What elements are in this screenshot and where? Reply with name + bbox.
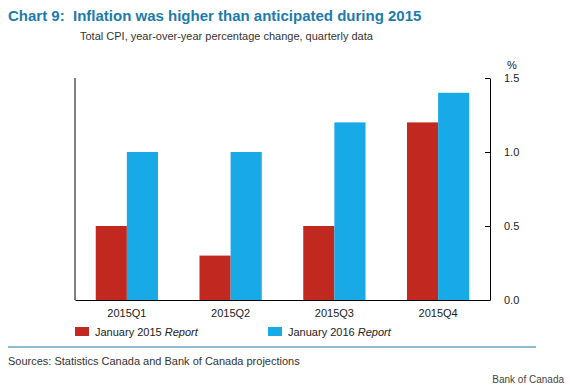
legend-label: January 2016 Report (288, 326, 392, 338)
credit: Bank of Canada (492, 374, 564, 385)
x-axis-line (76, 300, 491, 301)
legend-swatch (75, 327, 89, 336)
y-axis-line (490, 79, 491, 301)
x-tick-label: 2015Q2 (211, 307, 250, 319)
x-tick-label: 2015Q3 (315, 307, 354, 319)
y-tick-label: 0.5 (504, 220, 519, 232)
y-tick-label: 1.0 (504, 146, 519, 158)
bars (96, 93, 470, 300)
title: Chart 9: Inflation was higher than antic… (8, 7, 421, 24)
y-tick-mark (485, 78, 490, 79)
bar (200, 256, 231, 300)
y-tick: 1.5 (485, 72, 519, 84)
y-axis: 0.0 0.5 1.0 1.5 (485, 72, 519, 306)
y-tick-label: 1.5 (504, 72, 519, 84)
x-tick-label: 2015Q4 (419, 307, 458, 319)
y-tick-mark (485, 152, 490, 153)
frame-left (75, 78, 76, 300)
legend-label: January 2015 Report (95, 326, 199, 338)
legend: January 2015 Report January 2016 Report (75, 326, 392, 338)
x-tick: 2015Q1 (107, 300, 146, 319)
x-tick: 2015Q2 (211, 300, 250, 319)
chart: Chart 9: Inflation was higher than antic… (0, 0, 570, 389)
x-axis: 2015Q1 2015Q2 2015Q3 2015Q4 (76, 300, 491, 319)
bar (303, 226, 334, 300)
legend-item: January 2016 Report (268, 326, 392, 338)
bar (334, 122, 365, 300)
bar (127, 152, 158, 300)
legend-item: January 2015 Report (75, 326, 199, 338)
bar (231, 152, 262, 300)
y-tick-label: 0.0 (504, 294, 519, 306)
x-tick-label: 2015Q1 (107, 307, 146, 319)
rule (8, 347, 536, 348)
y-tick: 1.0 (485, 146, 519, 158)
bar (96, 226, 127, 300)
y-tick: 0.5 (485, 220, 519, 232)
subtitle: Total CPI, year-over-year percentage cha… (80, 30, 374, 42)
x-tick: 2015Q4 (419, 300, 458, 319)
legend-swatch (268, 327, 282, 336)
bar (438, 93, 469, 300)
y-axis-label: % (507, 59, 517, 71)
source: Sources: Statistics Canada and Bank of C… (8, 355, 300, 367)
bar (407, 122, 438, 300)
y-tick-mark (485, 226, 490, 227)
x-tick: 2015Q3 (315, 300, 354, 319)
